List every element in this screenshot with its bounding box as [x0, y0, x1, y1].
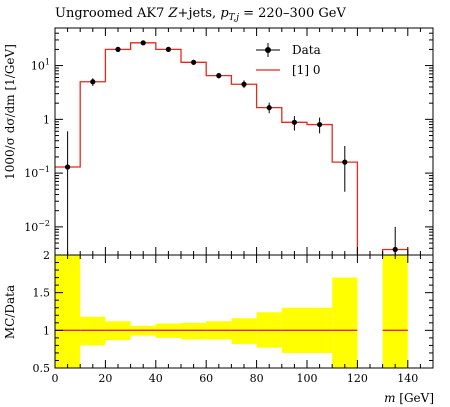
mc-histogram-line [55, 42, 409, 255]
data-point [90, 79, 96, 85]
data-point [216, 73, 222, 79]
legend-data-marker [265, 47, 271, 53]
chart-title: Ungroomed AK7 Z+jets, pT,j = 220–300 GeV [55, 6, 346, 23]
data-point [65, 164, 71, 170]
legend-mc-label: [1] 0 [292, 63, 320, 77]
ratio-y-tick-label: 0.5 [33, 362, 51, 375]
main-y-axis-label: 1000/σ dσ/dm [1/GeV] [3, 44, 17, 180]
x-tick-label: 120 [347, 372, 368, 385]
data-point [342, 159, 348, 165]
data-point [165, 46, 171, 52]
ratio-y-tick-label: 1.5 [33, 287, 51, 300]
tick-labels: 10−2 10−1 1 101 0 20 40 60 80 100 120 140 0.5 1 1.5 2 [24, 58, 418, 385]
ratio-band-bin [80, 316, 106, 346]
data-point [241, 81, 247, 87]
ratio-y-axis-label: MC/Data [3, 285, 17, 339]
axes [54, 27, 434, 369]
x-tick-label: 100 [297, 372, 318, 385]
data-point [140, 40, 146, 46]
x-tick-label: 40 [149, 372, 163, 385]
ratio-band-bin [55, 255, 81, 368]
x-tick-label: 0 [52, 372, 59, 385]
main-y-tick-label: 1 [43, 113, 50, 126]
x-tick-label: 20 [98, 372, 112, 385]
ratio-y-tick-label: 2 [43, 249, 50, 262]
data-point [191, 59, 197, 65]
x-tick-label: 140 [397, 372, 418, 385]
ratio-band-bin [382, 255, 408, 368]
x-axis-label: m [GeV] [384, 391, 434, 405]
main-panel-frame [54, 27, 434, 256]
ratio-uncertainty-band [55, 255, 408, 368]
data-point [266, 105, 272, 111]
data-point [291, 119, 297, 125]
legend-data-label: Data [292, 43, 321, 57]
data-points [65, 40, 398, 255]
ratio-y-tick-label: 1 [43, 324, 50, 337]
ratio-band-bin [231, 318, 257, 344]
x-tick-label: 60 [199, 372, 213, 385]
ratio-band-bin [332, 277, 358, 368]
main-y-tick-label: 101 [31, 58, 50, 73]
data-point [115, 46, 121, 52]
ratio-band-bin [181, 322, 207, 340]
data-point [317, 121, 323, 128]
ratio-panel-frame [54, 254, 434, 369]
main-y-tick-label: 10−2 [24, 219, 50, 234]
data-point [392, 246, 398, 253]
main-y-tick-label: 10−1 [24, 165, 50, 180]
legend: Data [1] 0 [256, 43, 321, 77]
x-tick-label: 80 [250, 372, 264, 385]
mc-histogram [55, 42, 409, 255]
